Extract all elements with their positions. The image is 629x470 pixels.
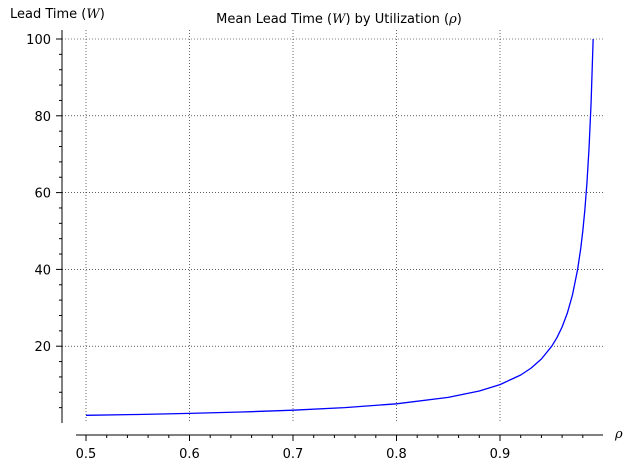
chart-title-middle: ) by Utilization ( bbox=[345, 12, 449, 27]
x-tick-label: 0.9 bbox=[490, 447, 511, 462]
y-axis-label-prefix: Lead Time ( bbox=[10, 7, 86, 22]
tick-labels: 0.5 0.6 0.7 0.8 0.9 20 40 60 80 100 bbox=[26, 33, 510, 462]
y-tick-label: 40 bbox=[34, 263, 51, 278]
y-axis-label-suffix: ) bbox=[100, 7, 105, 22]
chart-title-symbol-rho: ρ bbox=[448, 12, 457, 27]
axis-ticks bbox=[56, 38, 584, 441]
x-tick-label: 0.7 bbox=[283, 447, 304, 462]
y-tick-label: 60 bbox=[34, 187, 51, 202]
chart-title-suffix: ) bbox=[457, 12, 462, 27]
y-tick-label: 100 bbox=[26, 33, 51, 48]
x-tick-label: 0.6 bbox=[179, 447, 200, 462]
y-tick-label: 20 bbox=[34, 340, 51, 355]
chart-title-symbol-w: W bbox=[332, 12, 347, 27]
series-layer bbox=[85, 38, 594, 416]
lead-time-series-line bbox=[85, 38, 594, 416]
y-tick-label: 80 bbox=[34, 110, 51, 125]
chart-title-prefix: Mean Lead Time ( bbox=[216, 12, 332, 27]
grid-lines bbox=[62, 30, 603, 423]
y-axis-label: Lead Time (W) bbox=[10, 7, 105, 22]
x-tick-label: 0.5 bbox=[76, 447, 97, 462]
x-tick-label: 0.8 bbox=[386, 447, 407, 462]
x-axis-label: ρ bbox=[614, 427, 623, 442]
chart-title: Mean Lead Time (W) by Utilization (ρ) bbox=[216, 12, 462, 27]
y-axis-label-symbol: W bbox=[86, 7, 101, 22]
